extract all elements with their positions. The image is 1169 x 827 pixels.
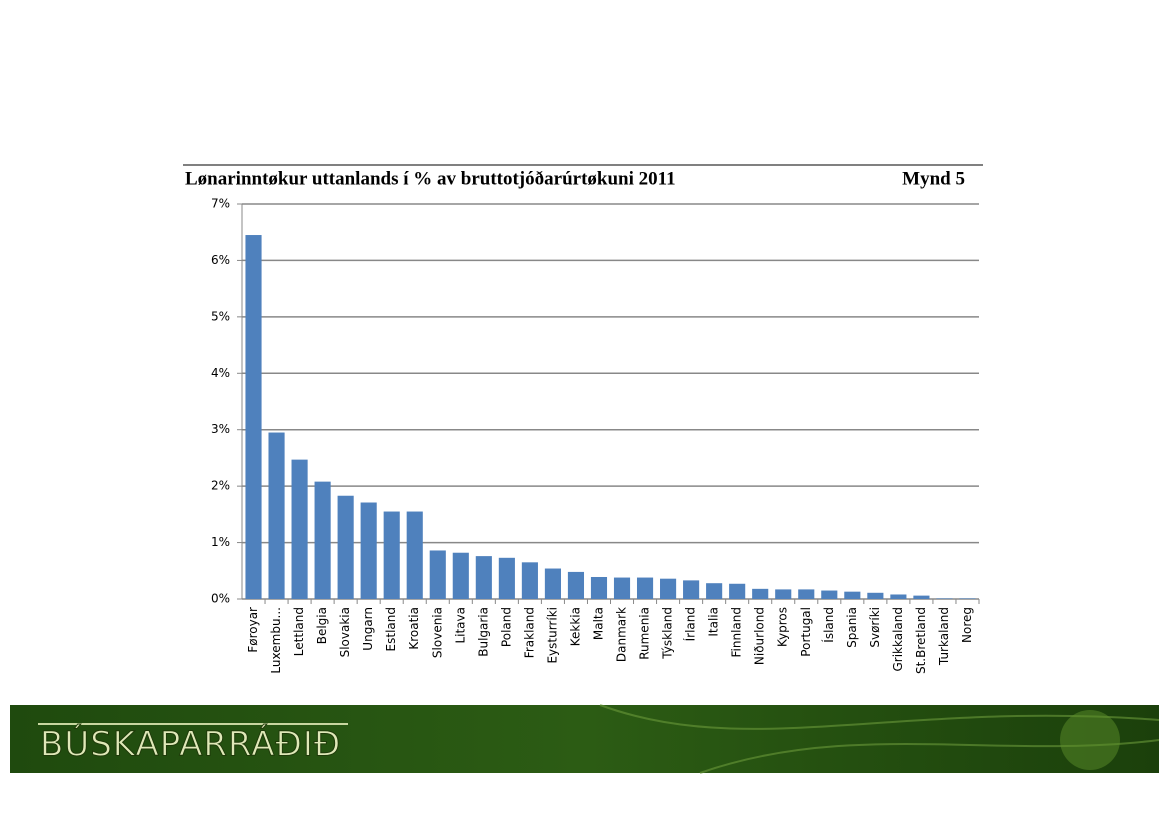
bar bbox=[268, 432, 285, 599]
bar bbox=[245, 235, 262, 600]
x-tick-label: Estland bbox=[384, 607, 398, 651]
x-tick-label: Malta bbox=[591, 607, 605, 640]
bar bbox=[383, 511, 400, 599]
bar bbox=[729, 583, 746, 599]
bar bbox=[913, 595, 930, 599]
x-tick-label: Portugal bbox=[799, 607, 813, 657]
banner-ornament bbox=[1060, 710, 1120, 770]
bar bbox=[567, 571, 585, 599]
x-tick-label: Litava bbox=[453, 607, 467, 644]
x-tick-label: Danmark bbox=[615, 607, 629, 662]
x-tick-label: Noreg bbox=[960, 607, 974, 643]
bar bbox=[844, 591, 861, 599]
y-tick-label: 5% bbox=[211, 309, 230, 323]
bar bbox=[890, 594, 907, 599]
x-tick-label: Kekkia bbox=[568, 607, 582, 646]
y-tick-label: 3% bbox=[211, 422, 230, 436]
bar bbox=[406, 511, 423, 599]
bar bbox=[475, 556, 492, 599]
plot: 0% 1% 2% 3% 4% 5% 6% 7% Føroyar Luxembu... Lettlan… bbox=[211, 197, 980, 674]
x-tick-label: Svøríki bbox=[868, 607, 882, 648]
x-tick-label: Grikkaland bbox=[891, 607, 905, 672]
x-tick-label: St.Bretland bbox=[914, 607, 928, 674]
y-tick-label: 0% bbox=[211, 592, 230, 606]
y-tick-label: 6% bbox=[211, 253, 230, 267]
bar bbox=[314, 481, 331, 599]
x-tick-label: Kroatia bbox=[407, 607, 421, 650]
footer-banner bbox=[10, 705, 1159, 773]
x-tick-label: Eysturríki bbox=[545, 607, 559, 664]
y-tick-label: 7% bbox=[211, 197, 230, 211]
bar bbox=[360, 502, 377, 599]
x-tick-label: Luxembu... bbox=[269, 607, 283, 674]
x-tick-label: Rumenia bbox=[638, 607, 652, 660]
bar bbox=[660, 578, 677, 599]
x-tick-label: Týskland bbox=[661, 607, 675, 660]
x-tick-label: Belgia bbox=[315, 607, 329, 644]
x-tick-label: Turkaland bbox=[937, 607, 951, 666]
bar bbox=[521, 562, 538, 599]
chart-title: Lønarinntøkur uttanlands í % av bruttotj… bbox=[185, 168, 676, 189]
x-tick-label: Finnland bbox=[730, 607, 744, 657]
x-tick-label: Niðurlond bbox=[753, 607, 767, 665]
bar bbox=[752, 588, 769, 599]
x-tick-label: Føroyar bbox=[246, 607, 260, 653]
bar bbox=[337, 495, 354, 599]
x-tick-label: Slovakia bbox=[338, 607, 352, 657]
bar bbox=[291, 459, 308, 599]
bar bbox=[636, 577, 654, 599]
bar bbox=[452, 552, 469, 599]
bar bbox=[590, 576, 608, 599]
x-tick-label: Slovenia bbox=[430, 607, 444, 658]
x-tick-label: Italia bbox=[707, 607, 721, 637]
x-tick-label: Írland bbox=[683, 607, 698, 641]
bar bbox=[798, 589, 815, 599]
bar bbox=[959, 598, 976, 599]
y-tick-label: 2% bbox=[211, 479, 230, 493]
bar bbox=[429, 550, 446, 599]
bar bbox=[544, 568, 561, 599]
x-tick-label: Frakland bbox=[522, 607, 536, 658]
brand: BÚSKAPARRÁÐIÐ bbox=[40, 724, 341, 765]
bar bbox=[706, 583, 723, 599]
x-tick-label: Ungarn bbox=[361, 607, 375, 651]
bar bbox=[821, 590, 838, 599]
y-tick-label: 1% bbox=[211, 535, 230, 549]
figure-label: Mynd 5 bbox=[902, 168, 965, 189]
bar bbox=[498, 557, 515, 599]
x-tick-label: Ísland bbox=[821, 607, 836, 643]
bar bbox=[683, 580, 700, 599]
x-tick-label: Kypros bbox=[776, 607, 790, 647]
x-tick-label: Spania bbox=[845, 607, 859, 648]
x-tick-label: Bulgaria bbox=[476, 607, 490, 657]
bar bbox=[867, 592, 884, 599]
bar bbox=[775, 589, 792, 599]
bar bbox=[936, 598, 953, 599]
y-tick-label: 4% bbox=[211, 366, 230, 380]
x-tick-label: Lettland bbox=[292, 607, 306, 656]
bar bbox=[613, 577, 631, 599]
x-tick-label: Poland bbox=[499, 607, 513, 647]
